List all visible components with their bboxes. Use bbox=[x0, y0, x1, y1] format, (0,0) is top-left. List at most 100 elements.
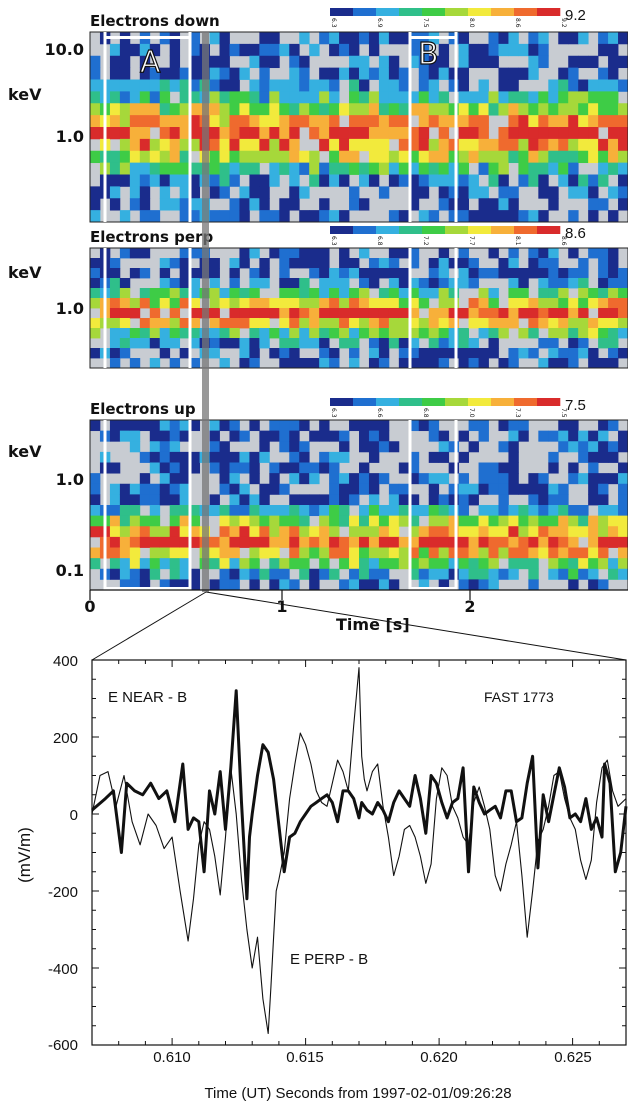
heatmap-cell bbox=[498, 138, 509, 152]
heatmap-cell bbox=[578, 547, 589, 559]
heatmap-cell bbox=[578, 138, 589, 152]
heatmap-cell bbox=[249, 579, 260, 591]
heatmap-cell bbox=[179, 494, 191, 506]
annotation-fast-1773: FAST 1773 bbox=[484, 689, 554, 705]
heatmap-cell bbox=[259, 198, 270, 211]
heatmap-cell bbox=[309, 579, 320, 591]
heatmap-cell bbox=[548, 358, 559, 369]
heatmap-cell bbox=[548, 318, 559, 329]
heatmap-cell bbox=[209, 186, 220, 199]
heatmap-cell bbox=[458, 150, 469, 164]
heatmap-cell bbox=[368, 473, 380, 485]
heatmap-cell bbox=[179, 79, 191, 92]
heatmap-cell bbox=[548, 198, 559, 211]
heatmap-cell bbox=[179, 210, 191, 223]
heatmap-cell bbox=[169, 67, 181, 80]
heatmap-cell bbox=[179, 526, 191, 538]
heatmap-cell bbox=[229, 473, 240, 485]
colorbar-tick-label: 6.9 bbox=[376, 18, 383, 28]
heatmap-cell bbox=[269, 79, 280, 92]
heatmap-cell bbox=[398, 210, 410, 223]
heatmap-cell bbox=[598, 358, 609, 369]
heatmap-cell bbox=[598, 268, 609, 279]
heatmap-cell bbox=[498, 43, 509, 57]
heatmap-cell bbox=[578, 526, 589, 538]
heatmap-cell bbox=[90, 348, 101, 359]
heatmap-cell bbox=[239, 103, 250, 116]
heatmap-cell bbox=[329, 115, 340, 128]
heatmap-cell bbox=[368, 505, 380, 517]
heatmap-cell bbox=[598, 174, 609, 187]
heatmap-cell bbox=[299, 308, 310, 319]
heatmap-cell bbox=[129, 150, 141, 164]
heatmap-cell bbox=[618, 55, 628, 69]
heatmap-cell bbox=[249, 79, 260, 92]
heatmap-cell bbox=[249, 462, 260, 474]
heatmap-cell bbox=[149, 79, 161, 92]
heatmap-cell bbox=[508, 298, 519, 309]
heatmap-cell bbox=[368, 579, 380, 591]
heatmap-cell bbox=[119, 547, 131, 559]
heatmap-cell bbox=[438, 67, 450, 80]
heatmap-cell bbox=[438, 451, 450, 463]
heatmap-cell bbox=[368, 547, 380, 559]
heatmap-cell bbox=[129, 338, 141, 349]
heatmap-cell bbox=[189, 278, 200, 289]
heatmap-cell bbox=[249, 127, 260, 140]
heatmap-cell bbox=[229, 278, 240, 289]
heatmap-cell bbox=[608, 91, 619, 104]
heatmap-cell bbox=[209, 174, 220, 187]
heatmap-cell bbox=[568, 115, 579, 128]
heatmap-cell bbox=[398, 288, 410, 299]
heatmap-grid bbox=[89, 247, 628, 369]
heatmap-cell bbox=[269, 526, 280, 538]
heatmap-cell bbox=[319, 278, 330, 289]
heatmap-cell bbox=[498, 127, 509, 140]
heatmap-cell bbox=[169, 150, 181, 164]
heatmap-cell bbox=[558, 536, 569, 548]
heatmap-cell bbox=[239, 462, 250, 474]
heatmap-cell bbox=[209, 210, 220, 223]
heatmap-cell bbox=[119, 558, 131, 570]
heatmap-cell bbox=[558, 138, 569, 152]
heatmap-cell bbox=[528, 162, 539, 175]
heatmap-cell bbox=[229, 174, 240, 187]
heatmap-cell bbox=[149, 526, 161, 538]
heatmap-cell bbox=[239, 348, 250, 359]
heatmap-cell bbox=[438, 127, 450, 140]
heatmap-cell bbox=[339, 210, 350, 223]
heatmap-cell bbox=[189, 174, 200, 187]
heatmap-cell bbox=[618, 441, 628, 453]
heatmap-cell bbox=[578, 91, 589, 104]
heatmap-cell bbox=[299, 568, 310, 580]
heatmap-cell bbox=[169, 430, 181, 442]
heatmap-cell bbox=[488, 32, 499, 45]
heatmap-cell bbox=[448, 515, 460, 527]
heatmap-cell bbox=[289, 441, 300, 453]
heatmap-cell bbox=[598, 162, 609, 175]
heatmap-cell bbox=[259, 55, 270, 69]
heatmap-cell bbox=[408, 91, 420, 104]
heatmap-cell bbox=[528, 579, 539, 591]
heatmap-grid bbox=[89, 419, 628, 591]
heatmap-cell bbox=[159, 441, 171, 453]
heatmap-cell bbox=[319, 67, 330, 80]
heatmap-cell bbox=[478, 348, 489, 359]
heatmap-cell bbox=[608, 308, 619, 319]
heatmap-cell bbox=[468, 91, 479, 104]
heatmap-cell bbox=[388, 268, 400, 279]
heatmap-cell bbox=[229, 298, 240, 309]
heatmap-cell bbox=[568, 473, 579, 485]
heatmap-cell bbox=[299, 115, 310, 128]
heatmap-cell bbox=[329, 103, 340, 116]
heatmap-cell bbox=[109, 308, 121, 319]
heatmap-cell bbox=[458, 55, 469, 69]
heatmap-cell bbox=[438, 278, 450, 289]
heatmap-cell bbox=[359, 162, 370, 175]
heatmap-cell bbox=[239, 526, 250, 538]
heatmap-cell bbox=[299, 536, 310, 548]
heatmap-cell bbox=[259, 308, 270, 319]
heatmap-cell bbox=[109, 494, 121, 506]
heatmap-cell bbox=[408, 358, 420, 369]
heatmap-cell bbox=[608, 536, 619, 548]
